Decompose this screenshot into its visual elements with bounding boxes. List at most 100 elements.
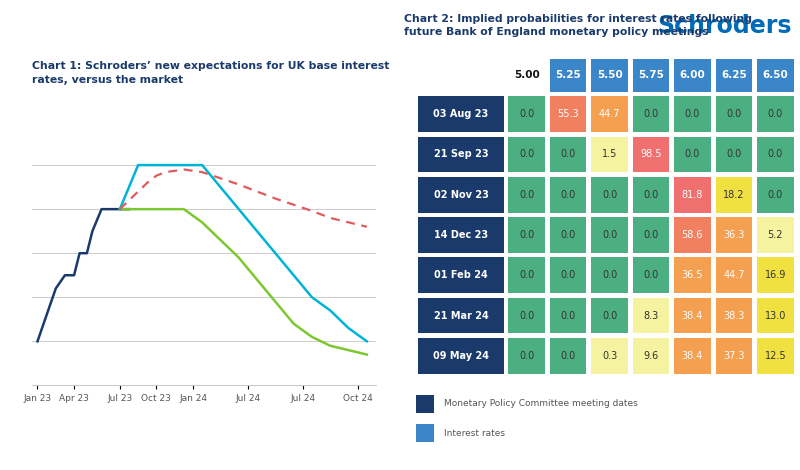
Text: 0.0: 0.0 [685, 109, 700, 119]
Text: 8.3: 8.3 [643, 311, 658, 321]
Text: 21 Mar 24: 21 Mar 24 [434, 311, 488, 321]
Text: 0.0: 0.0 [602, 311, 617, 321]
FancyBboxPatch shape [633, 96, 670, 132]
Text: 5.00: 5.00 [514, 70, 539, 80]
FancyBboxPatch shape [757, 338, 794, 374]
Text: 44.7: 44.7 [723, 270, 745, 280]
Text: 18.2: 18.2 [723, 190, 745, 200]
FancyBboxPatch shape [591, 59, 628, 92]
Text: 0.0: 0.0 [519, 230, 534, 240]
FancyBboxPatch shape [674, 298, 710, 333]
FancyBboxPatch shape [674, 217, 710, 253]
FancyBboxPatch shape [674, 177, 710, 212]
FancyBboxPatch shape [633, 258, 670, 293]
Text: Schroders: Schroders [658, 14, 792, 38]
FancyBboxPatch shape [757, 217, 794, 253]
Text: 5.75: 5.75 [638, 70, 664, 80]
FancyBboxPatch shape [418, 258, 504, 293]
Text: Chart 2: Implied probabilities for interest rates following
future Bank of Engla: Chart 2: Implied probabilities for inter… [404, 14, 752, 37]
Text: 36.5: 36.5 [682, 270, 703, 280]
FancyBboxPatch shape [550, 258, 586, 293]
FancyBboxPatch shape [715, 298, 752, 333]
Text: 0.0: 0.0 [643, 270, 658, 280]
Text: 37.3: 37.3 [723, 351, 745, 361]
FancyBboxPatch shape [633, 137, 670, 172]
Text: 13.0: 13.0 [765, 311, 786, 321]
Text: 0.0: 0.0 [602, 190, 617, 200]
Text: 81.8: 81.8 [682, 190, 703, 200]
FancyBboxPatch shape [715, 59, 752, 92]
Text: 5.50: 5.50 [597, 70, 622, 80]
FancyBboxPatch shape [509, 298, 545, 333]
FancyBboxPatch shape [591, 338, 628, 374]
Text: 03 Aug 23: 03 Aug 23 [434, 109, 489, 119]
Text: 44.7: 44.7 [599, 109, 620, 119]
FancyBboxPatch shape [715, 96, 752, 132]
FancyBboxPatch shape [416, 395, 434, 413]
Text: 09 May 24: 09 May 24 [433, 351, 489, 361]
Text: 0.0: 0.0 [561, 270, 576, 280]
FancyBboxPatch shape [715, 217, 752, 253]
Text: 36.3: 36.3 [723, 230, 745, 240]
FancyBboxPatch shape [591, 217, 628, 253]
FancyBboxPatch shape [715, 137, 752, 172]
FancyBboxPatch shape [509, 177, 545, 212]
Text: 0.0: 0.0 [519, 149, 534, 159]
Text: 0.3: 0.3 [602, 351, 617, 361]
FancyBboxPatch shape [633, 217, 670, 253]
FancyBboxPatch shape [418, 96, 504, 132]
Text: 0.0: 0.0 [768, 109, 783, 119]
Legend: Actual, Schroders May forecast, Schroders new forecast, OIS market: Actual, Schroders May forecast, Schroder… [30, 469, 312, 470]
FancyBboxPatch shape [591, 258, 628, 293]
FancyBboxPatch shape [591, 137, 628, 172]
FancyBboxPatch shape [715, 338, 752, 374]
FancyBboxPatch shape [674, 258, 710, 293]
FancyBboxPatch shape [757, 59, 794, 92]
Text: 38.4: 38.4 [682, 351, 703, 361]
FancyBboxPatch shape [550, 338, 586, 374]
Text: 0.0: 0.0 [561, 230, 576, 240]
FancyBboxPatch shape [550, 298, 586, 333]
FancyBboxPatch shape [550, 177, 586, 212]
Text: 0.0: 0.0 [519, 190, 534, 200]
Text: 6.00: 6.00 [679, 70, 706, 80]
Text: 98.5: 98.5 [640, 149, 662, 159]
Text: 6.25: 6.25 [721, 70, 746, 80]
FancyBboxPatch shape [633, 177, 670, 212]
FancyBboxPatch shape [757, 177, 794, 212]
FancyBboxPatch shape [416, 424, 434, 442]
FancyBboxPatch shape [509, 258, 545, 293]
Text: 5.2: 5.2 [767, 230, 783, 240]
FancyBboxPatch shape [757, 258, 794, 293]
Text: 0.0: 0.0 [685, 149, 700, 159]
FancyBboxPatch shape [550, 59, 586, 92]
Text: 38.4: 38.4 [682, 311, 703, 321]
FancyBboxPatch shape [633, 59, 670, 92]
Text: 0.0: 0.0 [643, 190, 658, 200]
FancyBboxPatch shape [418, 177, 504, 212]
FancyBboxPatch shape [509, 338, 545, 374]
Text: 0.0: 0.0 [561, 149, 576, 159]
FancyBboxPatch shape [550, 217, 586, 253]
FancyBboxPatch shape [715, 177, 752, 212]
FancyBboxPatch shape [757, 96, 794, 132]
Text: 55.3: 55.3 [558, 109, 579, 119]
FancyBboxPatch shape [418, 217, 504, 253]
Text: 12.5: 12.5 [765, 351, 786, 361]
FancyBboxPatch shape [591, 96, 628, 132]
FancyBboxPatch shape [633, 338, 670, 374]
Text: 5.25: 5.25 [555, 70, 581, 80]
Text: 01 Feb 24: 01 Feb 24 [434, 270, 488, 280]
Text: 1.5: 1.5 [602, 149, 618, 159]
Text: 0.0: 0.0 [602, 230, 617, 240]
FancyBboxPatch shape [674, 59, 710, 92]
FancyBboxPatch shape [757, 298, 794, 333]
Text: 0.0: 0.0 [726, 149, 742, 159]
Text: 21 Sep 23: 21 Sep 23 [434, 149, 488, 159]
Text: Monetary Policy Committee meeting dates: Monetary Policy Committee meeting dates [444, 399, 638, 408]
FancyBboxPatch shape [757, 137, 794, 172]
FancyBboxPatch shape [509, 217, 545, 253]
Text: 02 Nov 23: 02 Nov 23 [434, 190, 489, 200]
FancyBboxPatch shape [633, 298, 670, 333]
Text: 38.3: 38.3 [723, 311, 745, 321]
